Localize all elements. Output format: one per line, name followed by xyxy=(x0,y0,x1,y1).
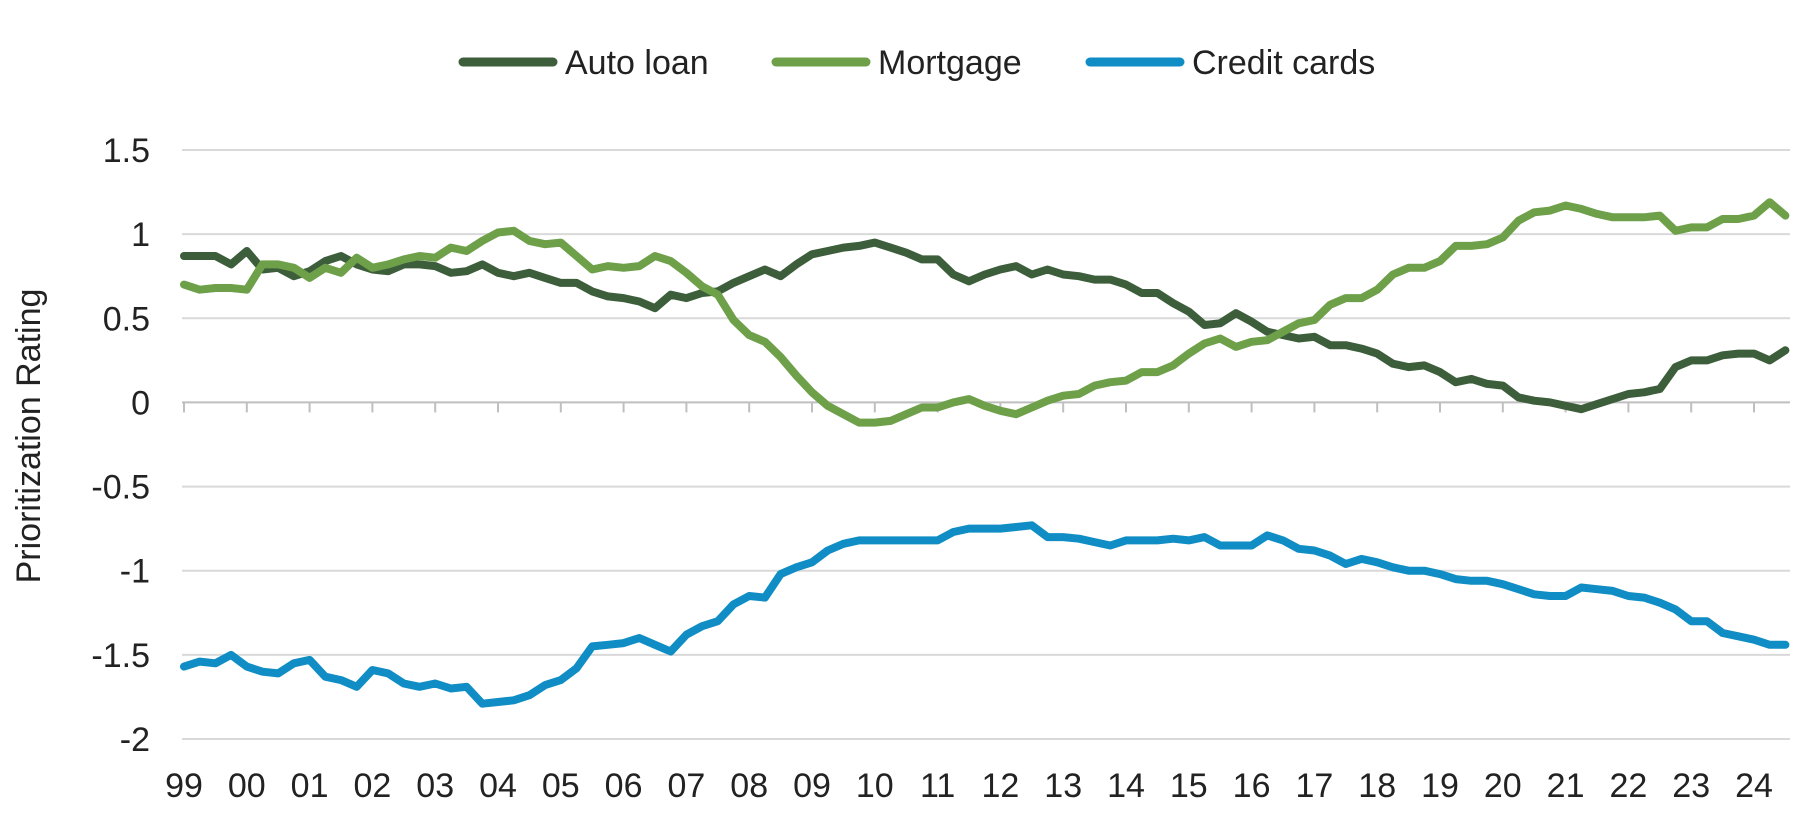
x-tick-label: 12 xyxy=(981,767,1019,805)
legend-label: Auto loan xyxy=(565,44,709,82)
x-tick-label: 19 xyxy=(1421,767,1459,805)
x-tick-label: 00 xyxy=(228,767,266,805)
plot-area xyxy=(180,198,1790,708)
x-tick-label: 13 xyxy=(1044,767,1082,805)
series-line-auto-loan xyxy=(180,238,1790,414)
gridlines xyxy=(182,149,1790,740)
y-axis-title: Prioritization Rating xyxy=(10,289,48,584)
x-tick-label: 04 xyxy=(479,767,517,805)
x-tick-label: 08 xyxy=(730,767,768,805)
x-tick-label: 17 xyxy=(1295,767,1333,805)
x-tick-label: 14 xyxy=(1107,767,1145,805)
legend-label: Mortgage xyxy=(878,44,1022,82)
x-tick-label: 20 xyxy=(1484,767,1522,805)
x-tick-label: 07 xyxy=(667,767,705,805)
x-tick-label: 06 xyxy=(605,767,643,805)
x-tick-label: 05 xyxy=(542,767,580,805)
x-tick-label: 99 xyxy=(165,767,203,805)
x-tick-label: 03 xyxy=(416,767,454,805)
y-tick-label: -2 xyxy=(120,721,150,759)
x-tick-label: 02 xyxy=(353,767,391,805)
x-tick-label: 16 xyxy=(1233,767,1271,805)
x-tick-label: 22 xyxy=(1609,767,1647,805)
legend: Auto loan Mortgage Credit cards xyxy=(458,44,1375,82)
y-tick-label: 1 xyxy=(131,216,150,254)
x-tick-label: 15 xyxy=(1170,767,1208,805)
y-tick-label: 0.5 xyxy=(103,300,150,338)
x-axis: 99 00 01 02 03 04 05 06 07 08 09 10 11 12 13 14 15 16 17 18… xyxy=(165,401,1790,805)
series-line-mortgage xyxy=(180,198,1790,427)
y-tick-label: -0.5 xyxy=(91,469,150,507)
y-tick-label: 1.5 xyxy=(103,132,150,170)
x-tick-label: 09 xyxy=(793,767,831,805)
x-tick-label: 18 xyxy=(1358,767,1396,805)
x-tick-label: 21 xyxy=(1547,767,1585,805)
series-line-credit-cards xyxy=(180,521,1790,708)
y-tick-label: 0 xyxy=(131,384,150,422)
x-tick-label: 10 xyxy=(856,767,894,805)
y-tick-label: -1.5 xyxy=(91,637,150,675)
x-tick-label: 23 xyxy=(1672,767,1710,805)
y-axis: 1.5 1 0.5 0 -0.5 -1 -1.5 -2 xyxy=(91,132,150,759)
x-tick-label: 24 xyxy=(1735,767,1773,805)
x-tick-label: 11 xyxy=(920,767,955,805)
y-tick-label: -1 xyxy=(120,553,150,591)
legend-label: Credit cards xyxy=(1192,44,1375,82)
x-tick-label: 01 xyxy=(291,767,329,805)
